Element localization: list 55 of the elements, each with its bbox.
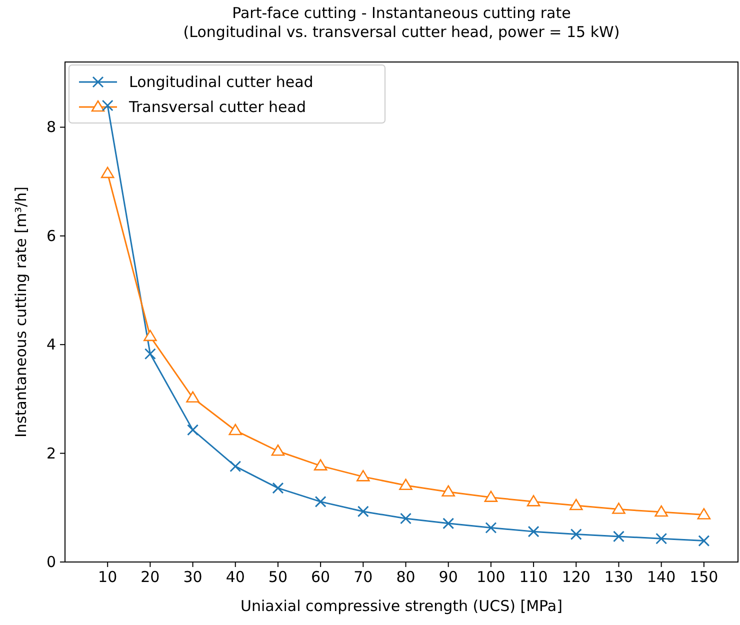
x-tick-label: 70 bbox=[354, 568, 373, 586]
legend-label: Transversal cutter head bbox=[128, 98, 306, 116]
y-tick-label: 4 bbox=[46, 336, 56, 354]
point bbox=[102, 100, 114, 112]
point bbox=[272, 482, 284, 494]
y-tick-label: 8 bbox=[46, 118, 56, 136]
y-axis-title: Instantaneous cutting rate [m³/h] bbox=[12, 186, 30, 438]
x-tick-label: 80 bbox=[396, 568, 416, 586]
x-tick-label: 90 bbox=[438, 568, 458, 586]
point bbox=[187, 424, 199, 436]
point bbox=[698, 535, 710, 547]
point bbox=[485, 522, 497, 534]
point bbox=[100, 166, 114, 178]
x-tick-label: 110 bbox=[519, 568, 548, 586]
point bbox=[697, 508, 711, 520]
point bbox=[314, 496, 326, 508]
point bbox=[526, 495, 540, 506]
point bbox=[271, 444, 285, 456]
point bbox=[144, 348, 156, 360]
legend-label: Longitudinal cutter head bbox=[129, 73, 314, 91]
point bbox=[144, 330, 157, 342]
x-tick-label: 120 bbox=[562, 568, 590, 586]
y-tick-label: 0 bbox=[46, 553, 56, 571]
x-tick-label: 130 bbox=[604, 568, 634, 586]
point bbox=[569, 498, 583, 510]
point bbox=[400, 512, 412, 524]
point bbox=[654, 505, 668, 517]
point bbox=[612, 502, 626, 514]
x-tick-label: 150 bbox=[690, 568, 718, 586]
point bbox=[570, 528, 582, 540]
point bbox=[356, 470, 370, 482]
point bbox=[186, 391, 200, 403]
point bbox=[528, 526, 540, 538]
y-tick-label: 6 bbox=[46, 226, 56, 245]
chart-title: Part-face cutting - Instantaneous cutting rate (Longitudinal vs. transversal cutter head, power = 15 kW) bbox=[183, 4, 620, 41]
x-tick-label: 60 bbox=[311, 568, 330, 586]
point bbox=[442, 518, 454, 530]
x-tick-label: 30 bbox=[183, 568, 202, 586]
point bbox=[314, 459, 328, 470]
point bbox=[612, 530, 624, 542]
point bbox=[656, 532, 668, 544]
point bbox=[230, 460, 242, 472]
x-tick-label: 140 bbox=[647, 568, 676, 586]
y-tick-label: 2 bbox=[46, 444, 56, 462]
point bbox=[399, 478, 412, 490]
x-tick-label: 40 bbox=[226, 568, 245, 586]
x-tick-label: 50 bbox=[268, 568, 288, 586]
x-tick-label: 100 bbox=[476, 568, 506, 586]
point bbox=[442, 485, 456, 497]
x-tick-label: 10 bbox=[98, 568, 118, 586]
point bbox=[228, 424, 242, 436]
x-tick-label: 20 bbox=[140, 568, 160, 586]
x-axis-title: Uniaxial compressive strength (UCS) [MPa] bbox=[240, 597, 562, 615]
point bbox=[357, 506, 369, 518]
point bbox=[484, 490, 498, 502]
